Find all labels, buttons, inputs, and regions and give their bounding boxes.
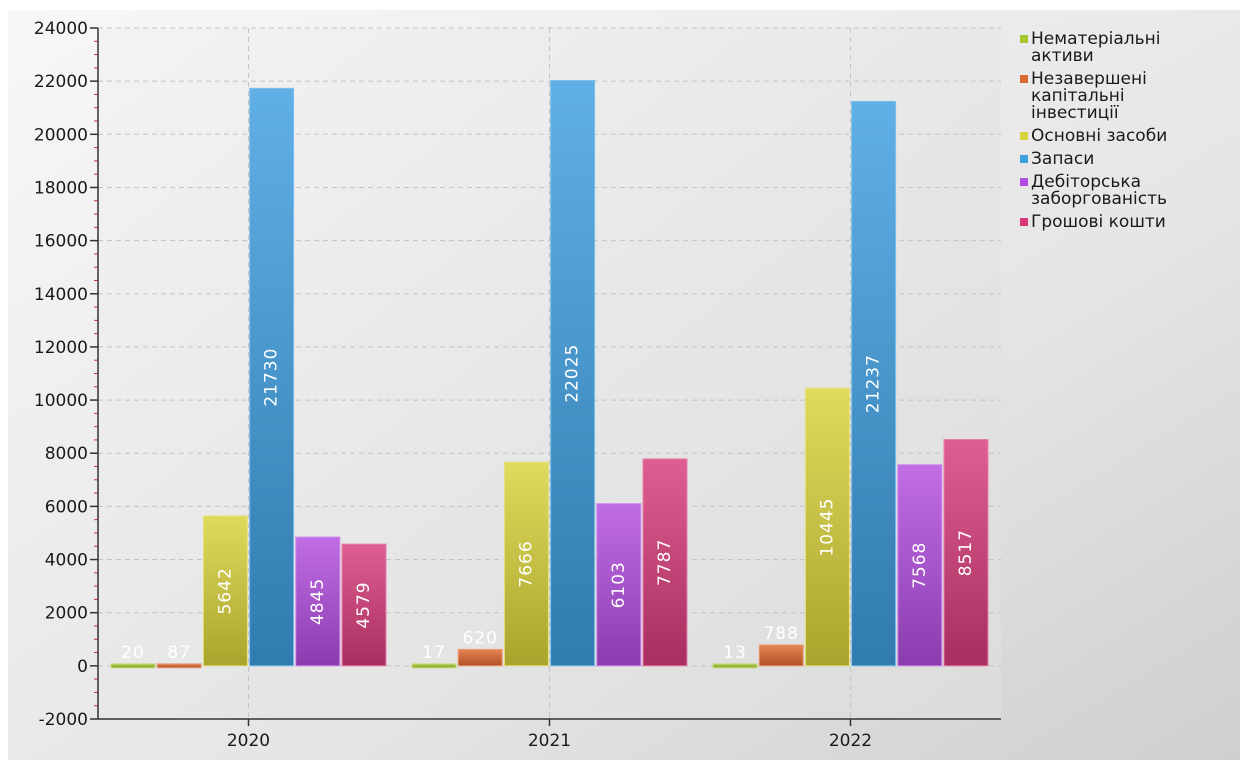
legend-label: Основні засоби xyxy=(1031,126,1167,146)
bar xyxy=(943,438,989,667)
legend-swatch xyxy=(1020,75,1028,83)
bar-value-label: 7787 xyxy=(655,539,675,586)
y-tick-label: 20000 xyxy=(34,125,88,145)
bar-value-label: 7666 xyxy=(516,540,536,587)
legend-label: Незавершені xyxy=(1031,69,1147,89)
y-tick-label: 22000 xyxy=(34,72,88,92)
bar xyxy=(851,100,897,667)
bar xyxy=(596,503,642,667)
bar xyxy=(550,79,596,667)
bar-value-label: 788 xyxy=(763,624,798,644)
y-tick-label: 6000 xyxy=(45,497,88,517)
bar xyxy=(758,644,804,667)
legend-label: Грошові кошти xyxy=(1031,212,1166,232)
bar xyxy=(457,648,503,667)
bar xyxy=(642,458,688,667)
bar-value-label: 6103 xyxy=(609,561,629,608)
gridlines xyxy=(98,27,1001,719)
bar-value-label: 4579 xyxy=(354,581,374,628)
legend-label: активи xyxy=(1031,46,1094,66)
bars xyxy=(110,79,989,669)
bar xyxy=(897,464,943,667)
y-tick-label: 12000 xyxy=(34,338,88,358)
legend-swatch xyxy=(1020,155,1028,163)
y-tick-label: 18000 xyxy=(34,178,88,198)
x-tick-label: 2021 xyxy=(528,731,571,751)
legend-label: Нематеріальні xyxy=(1031,29,1161,49)
bar xyxy=(712,663,758,669)
x-tick-label: 2020 xyxy=(227,731,270,751)
bar xyxy=(411,663,457,669)
legend-swatch xyxy=(1020,218,1028,226)
y-tick-label: 0 xyxy=(77,657,88,677)
legend-label: Дебіторська xyxy=(1031,172,1141,192)
y-tick-label: 8000 xyxy=(45,444,88,464)
bar xyxy=(503,461,549,667)
legend-label: інвестиції xyxy=(1031,103,1119,123)
y-tick-label: 4000 xyxy=(45,551,88,571)
bar-value-label: 8517 xyxy=(956,529,976,576)
y-tick-label: 16000 xyxy=(34,232,88,252)
bar-value-label: 17 xyxy=(422,643,446,663)
bar xyxy=(341,543,387,667)
bar-value-label: 22025 xyxy=(563,344,583,403)
bar xyxy=(156,663,202,669)
legend-label: Запаси xyxy=(1031,149,1094,169)
y-tick-label: 24000 xyxy=(34,19,88,39)
bar-value-label: 21237 xyxy=(864,354,884,413)
legend-label: капітальні xyxy=(1031,86,1125,106)
bar-value-label: 7568 xyxy=(910,542,930,589)
y-tick-label: 10000 xyxy=(34,391,88,411)
bar-value-label: 21730 xyxy=(262,348,282,407)
bar xyxy=(804,387,850,667)
y-tick-label: -2000 xyxy=(39,710,88,730)
x-tick-label: 2022 xyxy=(829,731,872,751)
y-tick-label: 2000 xyxy=(45,604,88,624)
legend-swatch xyxy=(1020,35,1028,43)
data-labels: 20 87 5642 21730 4845 4579 17 620 7666 22025 6103 7… xyxy=(121,344,976,663)
bar-value-label: 5642 xyxy=(215,567,235,614)
legend-swatch xyxy=(1020,132,1028,140)
bar-value-label: 87 xyxy=(167,643,191,663)
legend-label: заборгованість xyxy=(1031,189,1167,209)
bar-value-label: 13 xyxy=(723,643,747,663)
legend-swatch xyxy=(1020,178,1028,186)
bar-value-label: 10445 xyxy=(817,498,837,557)
bar xyxy=(249,87,295,667)
bar xyxy=(110,663,156,669)
axes: -2000 0 2000 4000 6000 8000 10000 12000 14000 160… xyxy=(34,19,1001,751)
bar xyxy=(295,536,341,667)
bar-value-label: 620 xyxy=(462,628,497,648)
bar xyxy=(202,515,248,667)
bar-value-label: 20 xyxy=(121,643,145,663)
y-tick-label: 14000 xyxy=(34,285,88,305)
bar-value-label: 4845 xyxy=(308,578,328,625)
